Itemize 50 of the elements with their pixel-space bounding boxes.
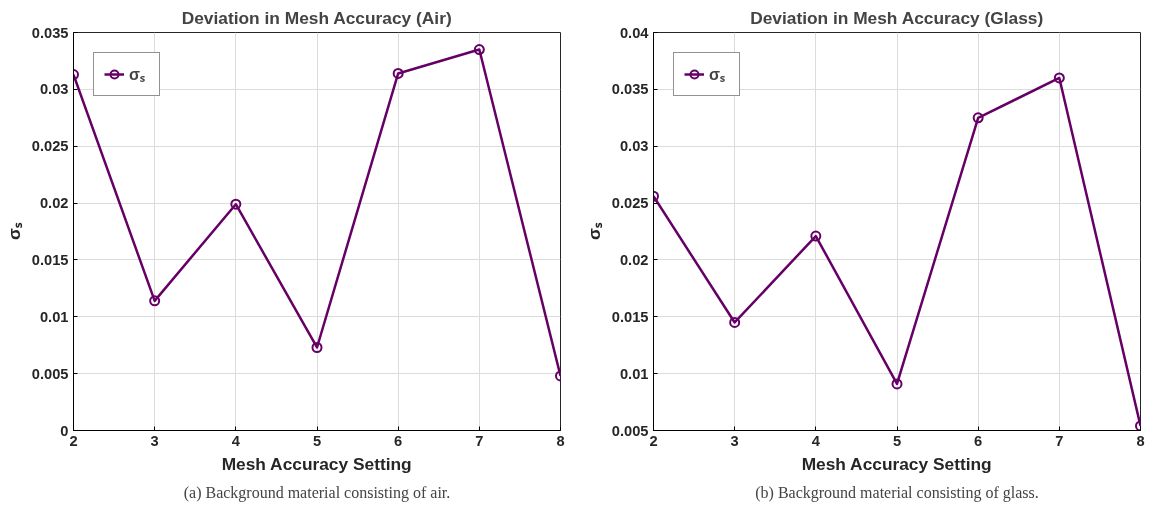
chart-title: Deviation in Mesh Accuracy (Air): [181, 7, 452, 28]
x-tick-label: 2: [69, 432, 78, 449]
point: [1053, 72, 1065, 84]
legend-label: σₛ: [709, 65, 726, 85]
x-axis-title: Mesh Accuracy Setting: [221, 453, 412, 474]
text: (b) Background material consisting of glass.: [755, 483, 1039, 502]
x-tick-label: 3: [150, 432, 159, 449]
y-tick-label: 0.02: [619, 251, 649, 268]
x-tick-label: 6: [974, 432, 983, 449]
y-tick-label: 0.025: [611, 195, 649, 212]
y-tick-label: 0.01: [39, 308, 69, 325]
x-tick-label: 5: [892, 432, 902, 449]
y-tick-label: 0.015: [31, 251, 69, 268]
x-axis-title: Mesh Accuracy Setting: [801, 453, 992, 474]
point: [891, 378, 903, 390]
legend-label: σₛ: [129, 65, 146, 85]
y-tick-label: 0.01: [619, 365, 649, 382]
y-tick-label: 0.005: [31, 365, 69, 382]
chart-title: Deviation in Mesh Accuracy (Glass): [750, 7, 1044, 28]
point: [392, 67, 404, 79]
y-tick-label: 0.015: [611, 308, 649, 325]
y-axis-title: σₛ: [583, 222, 604, 240]
point: [972, 112, 984, 124]
y-tick-label: 0: [60, 422, 69, 439]
text: (a) Background material consisting of air.: [183, 483, 451, 502]
point: [311, 342, 323, 353]
point: [729, 316, 741, 328]
point: [230, 198, 242, 210]
y-axis-title: σₛ: [3, 222, 24, 240]
point: [473, 44, 485, 56]
point: [149, 295, 161, 307]
y-tick-label: 0.035: [31, 24, 69, 41]
x-tick-label: 8: [1136, 432, 1145, 449]
x-tick-label: 2: [649, 432, 658, 449]
x-tick-label: 4: [231, 432, 241, 449]
x-tick-label: 4: [811, 432, 821, 449]
y-tick-label: 0.04: [619, 24, 650, 41]
y-tick-label: 0.025: [31, 138, 69, 155]
x-tick-label: 6: [394, 432, 403, 449]
x-tick-label: 3: [730, 432, 739, 449]
y-tick-label: 0.005: [611, 422, 649, 439]
point: [810, 230, 822, 242]
x-tick-label: 7: [1055, 432, 1064, 449]
x-tick-label: 7: [475, 432, 484, 449]
y-tick-label: 0.035: [611, 81, 649, 98]
y-tick-label: 0.02: [39, 195, 69, 212]
x-tick-label: 8: [556, 432, 565, 449]
y-tick-label: 0.03: [39, 81, 69, 98]
y-tick-label: 0.03: [619, 138, 649, 155]
x-tick-label: 5: [312, 432, 322, 449]
